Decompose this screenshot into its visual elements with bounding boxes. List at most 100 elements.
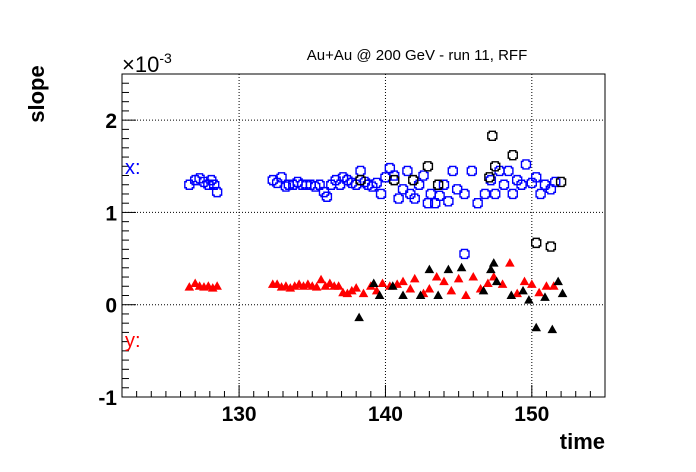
data-point <box>184 282 195 291</box>
y-axis-title: slope <box>24 65 49 122</box>
data-point <box>453 273 464 283</box>
data-point <box>540 292 550 301</box>
data-point <box>389 174 400 186</box>
data-point <box>194 173 205 184</box>
chart-title: Au+Au @ 200 GeV - run 11, RFF <box>307 47 527 64</box>
data-point <box>531 322 542 332</box>
data-point <box>371 177 382 189</box>
data-point <box>408 174 419 186</box>
x-axis-title: time <box>560 429 605 454</box>
data-point <box>212 281 222 290</box>
data-point <box>553 276 563 286</box>
data-point <box>555 176 567 188</box>
plot-frame <box>121 73 606 398</box>
data-point <box>389 170 400 181</box>
data-point <box>497 279 508 288</box>
y-tick-label: 0 <box>105 295 117 318</box>
data-point <box>267 174 278 186</box>
data-point <box>531 237 542 249</box>
data-point <box>405 284 416 293</box>
data-point <box>511 174 523 186</box>
y-tick-label: -1 <box>98 387 117 410</box>
data-point <box>189 174 201 186</box>
data-point <box>524 295 534 304</box>
data-point <box>459 248 470 260</box>
grid <box>122 74 605 398</box>
data-point <box>479 188 491 200</box>
data-point <box>506 290 517 299</box>
data-point <box>459 188 470 200</box>
data-point <box>292 176 303 188</box>
data-point <box>342 288 353 298</box>
data-point <box>432 179 444 190</box>
data-point <box>413 179 425 190</box>
data-point <box>516 179 527 190</box>
data-point <box>547 324 558 334</box>
y-multiplier-exponent: -3 <box>159 50 172 66</box>
data-point <box>548 281 559 290</box>
data-point <box>483 278 493 287</box>
data-point <box>184 179 195 190</box>
data-point <box>415 290 426 299</box>
data-point <box>333 281 344 290</box>
data-point <box>447 165 458 177</box>
data-point <box>375 188 387 200</box>
data-point <box>494 165 505 177</box>
data-point <box>398 290 408 299</box>
data-point <box>526 177 538 189</box>
data-point <box>539 179 551 190</box>
data-point <box>443 264 454 274</box>
data-point <box>456 262 467 272</box>
data-point <box>535 188 546 200</box>
data-point <box>486 264 496 274</box>
data-point <box>318 186 330 198</box>
data-point <box>321 191 333 202</box>
y-multiplier: ×10-3 <box>122 50 172 77</box>
data-point <box>527 279 537 288</box>
x-tick-label: 140 <box>368 403 403 426</box>
y-multiplier-base: ×10 <box>122 52 159 77</box>
data-point <box>431 272 442 281</box>
data-point <box>368 278 379 287</box>
data-point <box>320 281 331 290</box>
data-point <box>377 278 388 287</box>
y-tick-label: 2 <box>105 110 117 133</box>
data-point <box>288 179 299 190</box>
data-point <box>439 276 449 286</box>
data-point <box>398 276 408 286</box>
data-point <box>434 190 445 202</box>
data-point <box>490 161 501 172</box>
data-point <box>433 290 443 299</box>
data-point <box>478 285 489 295</box>
data-point <box>405 188 416 200</box>
data-point <box>316 274 326 284</box>
series-label-y: y: <box>125 330 141 352</box>
data-point <box>374 290 385 299</box>
plot-area <box>122 74 605 397</box>
data-point <box>507 188 518 200</box>
data-point <box>446 285 457 295</box>
data-point <box>468 272 479 281</box>
data-point <box>507 150 518 161</box>
data-point <box>461 290 471 299</box>
data-point <box>438 179 450 190</box>
data-point <box>354 312 364 322</box>
data-point <box>358 288 369 298</box>
data-point <box>384 162 396 174</box>
data-point <box>505 258 515 267</box>
data-point <box>337 172 349 183</box>
data-point <box>422 161 434 172</box>
data-point <box>557 288 568 298</box>
data-point <box>326 179 337 190</box>
data-point <box>350 179 362 190</box>
data-point <box>311 282 322 291</box>
data-point <box>380 172 391 183</box>
x-tick-label: 150 <box>514 403 549 426</box>
series-label-x: x: <box>125 157 141 179</box>
data-point <box>512 288 522 298</box>
data-point <box>387 281 398 290</box>
data-point <box>206 174 217 186</box>
data-point <box>531 172 542 183</box>
data-point <box>271 177 283 189</box>
data-point <box>443 196 454 207</box>
